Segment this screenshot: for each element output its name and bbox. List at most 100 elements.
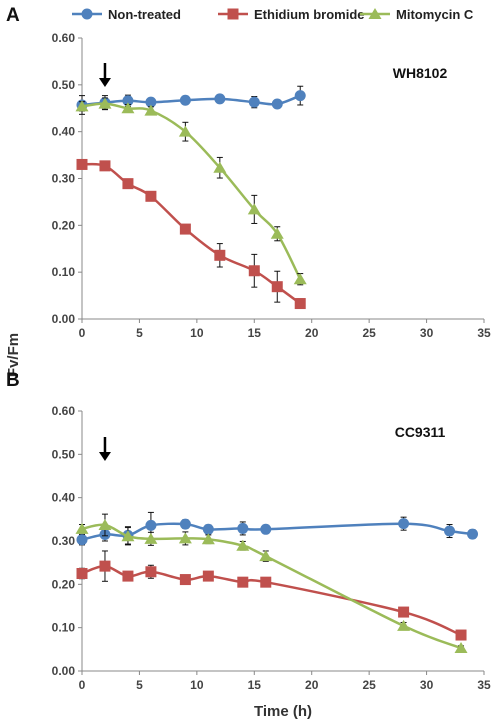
panel-b-strain-label: CC9311 bbox=[395, 424, 446, 440]
panel-b-mitomycin-c-line bbox=[81, 523, 462, 650]
panel-b-y-tick-label: 0.60 bbox=[52, 404, 76, 418]
panel-a-ethidium-bromide-point bbox=[76, 158, 88, 170]
panel-b-non-treated-point bbox=[202, 523, 214, 535]
panel-a-mitomycin-c-point bbox=[121, 102, 135, 114]
panel-b-treatment-arrow bbox=[98, 437, 111, 461]
panel-b-non-treated-series bbox=[76, 511, 479, 546]
legend-label-ethidium-bromide: Ethidium bromide bbox=[254, 7, 365, 22]
panel-a-non-treated-point bbox=[179, 94, 191, 106]
panel-a-y-tick-label: 0.00 bbox=[52, 312, 76, 326]
panel-a-x-tick-label: 15 bbox=[248, 326, 262, 340]
panel-a-mitomycin-c-point bbox=[144, 104, 158, 116]
panel-b-x-tick-label: 25 bbox=[362, 678, 376, 692]
panel-a-x-tick-label: 25 bbox=[362, 326, 376, 340]
legend-item-ethidium-bromide: Ethidium bromide bbox=[218, 7, 365, 22]
panel-a-mitomycin-c-point bbox=[247, 203, 261, 215]
panel-a-ethidium-bromide-point bbox=[271, 281, 283, 293]
panel-b-mitomycin-c-series bbox=[75, 513, 468, 654]
legend-item-non-treated: Non-treated bbox=[72, 7, 181, 22]
panel-a-ethidium-bromide-point bbox=[248, 265, 260, 277]
panel-a-ethidium-bromide-series bbox=[76, 158, 306, 310]
panel-b-ethidium-bromide-point bbox=[455, 629, 467, 641]
panel-b-x-tick-label: 20 bbox=[305, 678, 319, 692]
panel-b-y-tick-label: 0.40 bbox=[52, 491, 76, 505]
panel-b-x-tick-label: 35 bbox=[477, 678, 491, 692]
panel-a-non-treated-point bbox=[271, 98, 283, 110]
panel-a-ethidium-bromide-point bbox=[179, 223, 191, 235]
panel-a-treatment-arrow bbox=[98, 63, 111, 87]
panel-b-x-tick-label: 30 bbox=[420, 678, 434, 692]
panel-b-non-treated-point bbox=[237, 522, 249, 534]
panel-a-label: A bbox=[6, 5, 20, 26]
panel-a-y-tick-label: 0.30 bbox=[52, 172, 76, 186]
panel-a-x-tick-label: 35 bbox=[477, 326, 491, 340]
panel-b-non-treated-point bbox=[444, 525, 456, 537]
panel-b-mitomycin-c-point bbox=[121, 530, 135, 542]
panel-b-x-tick-label: 5 bbox=[136, 678, 143, 692]
panel-a-plot bbox=[75, 85, 307, 310]
panel-b-mitomycin-c-point bbox=[75, 522, 89, 534]
panel-b-mitomycin-c-point bbox=[259, 550, 273, 562]
panel-b-plot bbox=[75, 511, 479, 654]
panel-b: B CC9311 0.00 0.10 0.20 0.30 0.40 0.50 0.60 0 5 1… bbox=[6, 370, 491, 692]
panel-a-ethidium-bromide-point bbox=[145, 190, 157, 202]
panel-a-strain-label: WH8102 bbox=[393, 65, 448, 81]
panel-b-ethidium-bromide-point bbox=[76, 568, 88, 579]
legend-label-non-treated: Non-treated bbox=[108, 7, 181, 22]
panel-b-ethidium-bromide-point bbox=[99, 560, 111, 572]
panel-a-x-tick-label: 30 bbox=[420, 326, 434, 340]
panel-b-mitomycin-c-point bbox=[236, 539, 250, 551]
panel-a-x-tick-label: 10 bbox=[190, 326, 204, 340]
panel-b-x-tick-label: 0 bbox=[79, 678, 86, 692]
panel-b-y-tick-label: 0.10 bbox=[52, 621, 76, 635]
panel-a-non-treated-point bbox=[145, 96, 157, 108]
panel-a-y-tick-label: 0.40 bbox=[52, 125, 76, 139]
panel-b-non-treated-point bbox=[179, 518, 191, 530]
legend: Non-treated Ethidium bromide Mitomycin C bbox=[72, 7, 474, 22]
panel-a-non-treated-point bbox=[122, 95, 134, 107]
legend-item-mitomycin-c: Mitomycin C bbox=[360, 7, 474, 22]
panel-a-non-treated-series bbox=[76, 85, 306, 115]
panel-b-non-treated-point bbox=[76, 534, 88, 546]
panel-b-axes: 0.00 0.10 0.20 0.30 0.40 0.50 0.60 0 5 10 15 20 25 30… bbox=[52, 404, 491, 692]
panel-a: A WH8102 0.00 0.10 0.20 0.30 0.40 0.50 0.60 0 5 1… bbox=[6, 5, 491, 340]
panel-b-mitomycin-c-point bbox=[144, 532, 158, 544]
panel-a-axes: 0.00 0.10 0.20 0.30 0.40 0.50 0.60 0 5 10 15 20 25 30… bbox=[52, 31, 491, 340]
panel-a-ethidium-bromide-point bbox=[99, 160, 111, 172]
y-axis-label: Fv/Fm bbox=[5, 333, 22, 377]
panel-b-y-tick-label: 0.00 bbox=[52, 664, 76, 678]
panel-b-ethidium-bromide-point bbox=[122, 570, 134, 582]
panel-b-ethidium-bromide-point bbox=[260, 576, 272, 588]
panel-a-ethidium-bromide-point bbox=[294, 298, 306, 310]
panel-b-non-treated-point bbox=[398, 518, 410, 530]
panel-b-mitomycin-c-point bbox=[397, 619, 411, 631]
panel-a-mitomycin-c-point bbox=[293, 273, 307, 285]
panel-a-y-tick-label: 0.10 bbox=[52, 265, 76, 279]
panel-b-ethidium-bromide-point bbox=[398, 606, 410, 618]
panel-a-x-tick-label: 0 bbox=[79, 326, 86, 340]
panel-b-mitomycin-c-point bbox=[178, 532, 192, 544]
legend-label-mitomycin-c: Mitomycin C bbox=[396, 7, 474, 22]
x-axis-label: Time (h) bbox=[254, 703, 312, 720]
panel-a-x-tick-label: 20 bbox=[305, 326, 319, 340]
panel-a-ethidium-bromide-line bbox=[81, 162, 301, 305]
panel-a-mitomycin-c-point bbox=[213, 161, 227, 173]
panel-b-mitomycin-c-point bbox=[98, 518, 112, 530]
panel-b-mitomycin-c-point bbox=[201, 533, 215, 545]
panel-a-non-treated-point bbox=[294, 90, 306, 102]
panel-b-x-tick-label: 10 bbox=[190, 678, 204, 692]
panel-a-mitomycin-c-point bbox=[98, 97, 112, 109]
panel-b-ethidium-bromide-point bbox=[145, 566, 157, 578]
panel-a-mitomycin-c-point bbox=[75, 100, 89, 112]
panel-b-label: B bbox=[6, 370, 20, 391]
panel-a-mitomycin-c-point bbox=[270, 227, 284, 239]
panel-a-x-tick-label: 5 bbox=[136, 326, 143, 340]
panel-a-y-tick-label: 0.20 bbox=[52, 218, 76, 232]
panel-b-ethidium-bromide-point bbox=[237, 576, 249, 588]
panel-a-non-treated-point bbox=[248, 96, 260, 108]
panel-b-ethidium-bromide-point bbox=[179, 574, 191, 586]
panel-b-non-treated-point bbox=[467, 528, 479, 540]
panel-a-non-treated-point bbox=[214, 93, 226, 105]
panel-b-x-tick-label: 15 bbox=[248, 678, 262, 692]
panel-b-non-treated-point bbox=[260, 523, 272, 535]
